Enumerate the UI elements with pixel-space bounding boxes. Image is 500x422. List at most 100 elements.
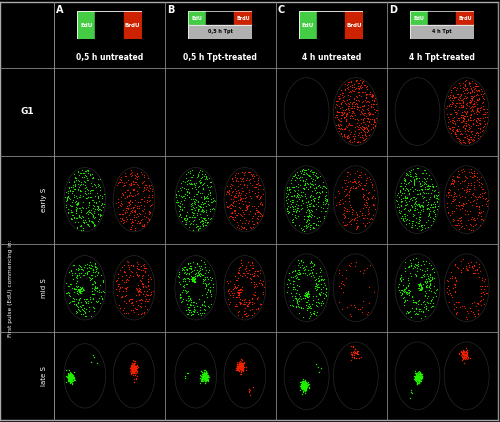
- Point: [128, 366, 136, 373]
- Point: [342, 111, 350, 117]
- Point: [134, 286, 141, 292]
- Point: [444, 194, 452, 201]
- Point: [68, 270, 76, 277]
- Point: [300, 381, 308, 388]
- Point: [476, 209, 484, 216]
- Point: [237, 368, 245, 375]
- Point: [201, 370, 209, 377]
- Point: [298, 385, 306, 392]
- Point: [66, 201, 74, 208]
- Point: [190, 200, 198, 207]
- Bar: [206, 11, 234, 25]
- Point: [451, 103, 459, 110]
- Point: [370, 116, 378, 123]
- Point: [365, 119, 373, 126]
- Point: [287, 273, 295, 280]
- Point: [466, 355, 473, 362]
- Point: [416, 203, 424, 210]
- Point: [202, 376, 210, 383]
- Point: [177, 299, 185, 306]
- Point: [414, 371, 422, 378]
- Point: [410, 206, 418, 213]
- Point: [64, 196, 72, 203]
- Point: [305, 314, 313, 321]
- Point: [371, 206, 379, 213]
- Point: [465, 80, 473, 87]
- Point: [96, 295, 104, 301]
- Point: [307, 305, 315, 311]
- Point: [462, 349, 469, 355]
- Point: [410, 178, 418, 184]
- Point: [351, 127, 359, 134]
- Point: [474, 105, 482, 111]
- Point: [446, 117, 454, 124]
- Point: [474, 97, 482, 104]
- Point: [350, 101, 358, 108]
- Point: [122, 310, 130, 316]
- Point: [414, 373, 422, 380]
- Point: [242, 305, 250, 311]
- Point: [195, 271, 203, 277]
- Point: [462, 90, 470, 97]
- Point: [286, 269, 294, 276]
- Point: [287, 289, 295, 296]
- Point: [126, 212, 134, 219]
- Point: [142, 199, 150, 206]
- Point: [72, 214, 80, 221]
- Point: [146, 185, 154, 192]
- Point: [88, 174, 96, 181]
- Point: [412, 310, 420, 316]
- Point: [118, 215, 126, 222]
- Point: [350, 206, 358, 213]
- Point: [342, 207, 350, 214]
- Point: [238, 363, 246, 370]
- Point: [192, 224, 200, 231]
- Point: [338, 91, 346, 98]
- Point: [462, 351, 470, 357]
- Point: [100, 201, 108, 208]
- Point: [66, 375, 74, 381]
- Point: [138, 296, 145, 303]
- Point: [360, 131, 368, 138]
- Point: [66, 374, 74, 381]
- Point: [352, 177, 360, 184]
- Point: [418, 373, 426, 379]
- Point: [366, 111, 374, 118]
- Point: [426, 202, 434, 208]
- Point: [66, 374, 74, 381]
- Point: [424, 275, 432, 281]
- Point: [66, 372, 74, 379]
- Point: [463, 353, 471, 360]
- Point: [461, 210, 469, 217]
- Point: [202, 261, 209, 268]
- Point: [476, 268, 484, 274]
- Point: [66, 376, 74, 383]
- Point: [186, 308, 194, 315]
- Point: [306, 301, 314, 308]
- Point: [360, 266, 368, 273]
- Point: [406, 169, 414, 176]
- Point: [250, 291, 258, 298]
- Point: [420, 271, 428, 278]
- Point: [74, 205, 82, 211]
- Point: [300, 387, 308, 393]
- Point: [203, 374, 211, 381]
- Point: [94, 183, 102, 189]
- Point: [200, 367, 208, 373]
- Point: [201, 264, 209, 271]
- Point: [76, 287, 84, 294]
- Point: [64, 372, 72, 379]
- Point: [130, 358, 138, 365]
- Point: [94, 218, 102, 225]
- Point: [302, 381, 310, 388]
- Point: [409, 299, 417, 306]
- Point: [128, 360, 136, 367]
- Point: [78, 287, 86, 293]
- Point: [76, 303, 84, 310]
- Point: [84, 298, 92, 304]
- Point: [478, 127, 486, 134]
- Point: [481, 121, 489, 128]
- Point: [67, 375, 75, 382]
- Point: [284, 195, 292, 202]
- Point: [140, 187, 148, 193]
